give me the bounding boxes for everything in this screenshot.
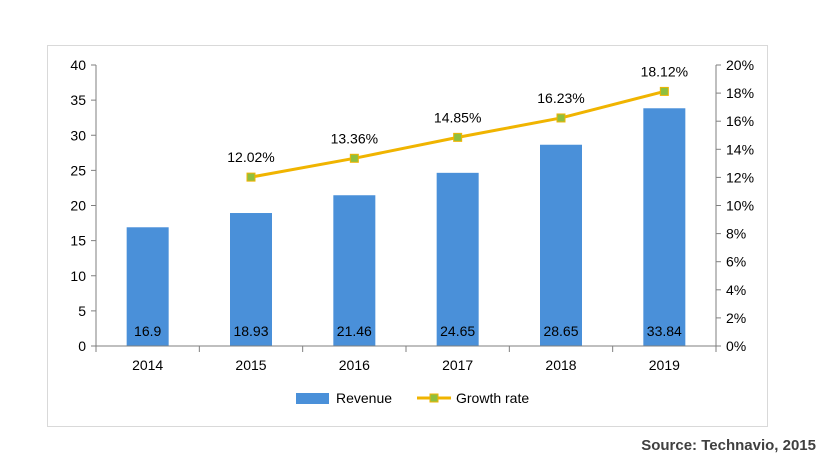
growth-rate-data-label: 13.36% xyxy=(331,130,378,146)
bar-data-label: 18.93 xyxy=(233,323,268,339)
bar-data-label: 16.9 xyxy=(134,323,161,339)
legend-label-revenue: Revenue xyxy=(336,390,392,406)
legend-marker-growth xyxy=(429,393,439,403)
growth-rate-marker xyxy=(453,132,463,142)
x-tick-label: 2015 xyxy=(235,357,266,373)
y-left-tick-label: 30 xyxy=(70,127,86,143)
y-right-tick-label: 18% xyxy=(726,85,754,101)
x-tick-label: 2019 xyxy=(649,357,680,373)
bar-revenue xyxy=(333,195,376,346)
growth-rate-data-label: 16.23% xyxy=(537,90,584,106)
y-right-tick-label: 0% xyxy=(726,338,746,354)
x-tick-label: 2014 xyxy=(132,357,163,373)
bar-revenue xyxy=(643,108,686,346)
y-right-tick-label: 10% xyxy=(726,198,754,214)
source-note: Source: Technavio, 2015 xyxy=(641,437,816,454)
y-left-tick-label: 40 xyxy=(70,57,86,73)
growth-rate-marker xyxy=(246,172,256,182)
legend-label-growth: Growth rate xyxy=(456,390,529,406)
growth-rate-data-label: 18.12% xyxy=(641,63,688,79)
y-right-tick-label: 20% xyxy=(726,57,754,73)
y-right-tick-label: 8% xyxy=(726,226,746,242)
bar-data-label: 21.46 xyxy=(337,323,372,339)
y-right-tick-label: 4% xyxy=(726,282,746,298)
x-tick-label: 2018 xyxy=(545,357,576,373)
x-tick-label: 2017 xyxy=(442,357,473,373)
bar-revenue xyxy=(540,144,582,346)
y-left-tick-label: 25 xyxy=(70,162,86,178)
y-left-tick-label: 10 xyxy=(70,268,86,284)
growth-rate-data-label: 14.85% xyxy=(434,109,481,125)
bar-data-label: 33.84 xyxy=(647,323,682,339)
growth-rate-marker xyxy=(556,113,566,123)
y-left-tick-label: 0 xyxy=(78,338,86,354)
bar-revenue xyxy=(230,213,272,346)
y-right-tick-label: 2% xyxy=(726,310,746,326)
y-right-tick-label: 12% xyxy=(726,169,754,185)
y-left-tick-label: 35 xyxy=(70,92,86,108)
y-left-tick-label: 15 xyxy=(70,233,86,249)
y-right-tick-label: 14% xyxy=(726,141,754,157)
y-left-tick-label: 20 xyxy=(70,198,86,214)
bar-data-label: 28.65 xyxy=(543,323,578,339)
chart: 0 5 10 15 20 25 30 35 40 0% 2% 4% 6% 8% 10% 12% 14% 16% 18… xyxy=(70,57,754,406)
legend-swatch-revenue xyxy=(296,393,329,404)
growth-rate-marker xyxy=(349,153,359,163)
y-right-tick-label: 16% xyxy=(726,113,754,129)
bar-data-label: 24.65 xyxy=(440,323,475,339)
growth-rate-data-label: 12.02% xyxy=(227,149,274,165)
x-tick-label: 2016 xyxy=(339,357,370,373)
y-left-tick-label: 5 xyxy=(78,303,86,319)
growth-rate-marker xyxy=(659,86,669,96)
bar-revenue xyxy=(126,227,169,346)
y-right-tick-label: 6% xyxy=(726,254,746,270)
chart-frame: 0 5 10 15 20 25 30 35 40 0% 2% 4% 6% 8% 10% 12% 14% 16% 18… xyxy=(47,45,768,427)
bar-revenue xyxy=(436,172,479,346)
